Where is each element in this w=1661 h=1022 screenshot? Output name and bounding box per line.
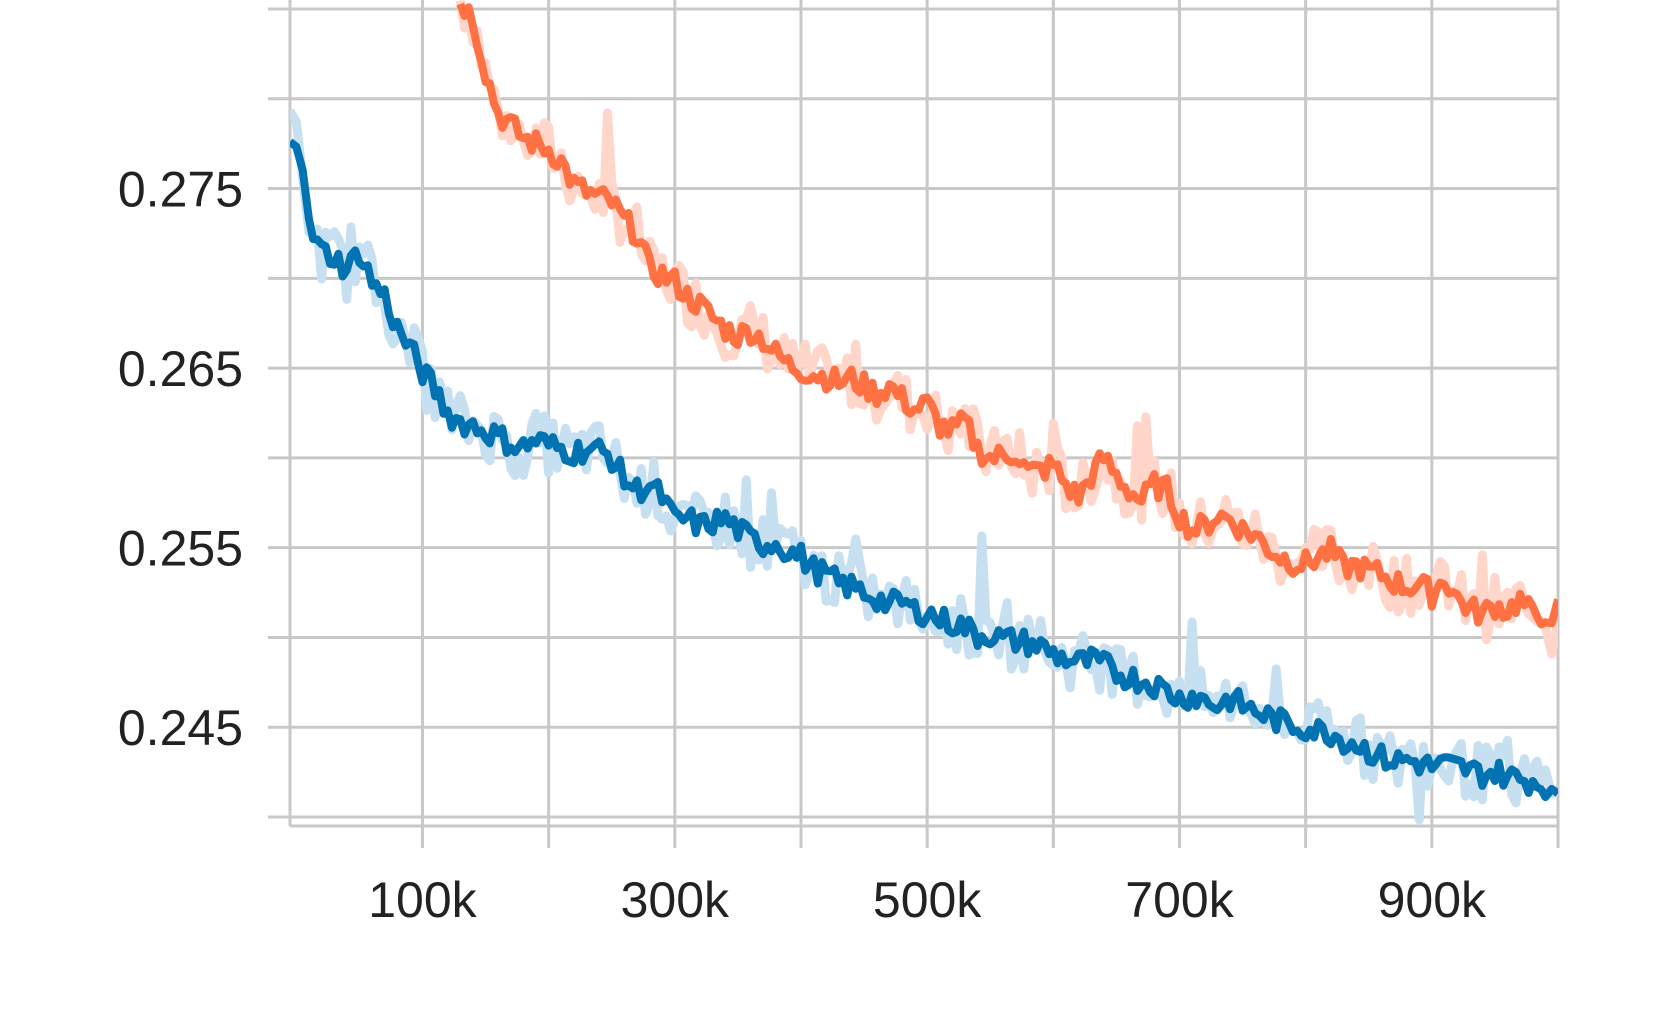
x-tick-label: 900k <box>1378 872 1487 928</box>
y-tick-label: 0.275 <box>118 162 243 218</box>
y-tick-label: 0.245 <box>118 700 243 756</box>
series-0-raw-line <box>455 0 1558 659</box>
x-tick-label: 300k <box>621 872 730 928</box>
series-0-line <box>456 2 1558 629</box>
y-tick-label: 0.265 <box>118 341 243 397</box>
x-tick-label: 700k <box>1125 872 1234 928</box>
series-1-raw-line <box>290 108 1558 825</box>
x-tick-label: 100k <box>368 872 477 928</box>
series-1-line <box>290 138 1558 802</box>
x-tick-label: 500k <box>873 872 982 928</box>
y-tick-label: 0.255 <box>118 521 243 577</box>
